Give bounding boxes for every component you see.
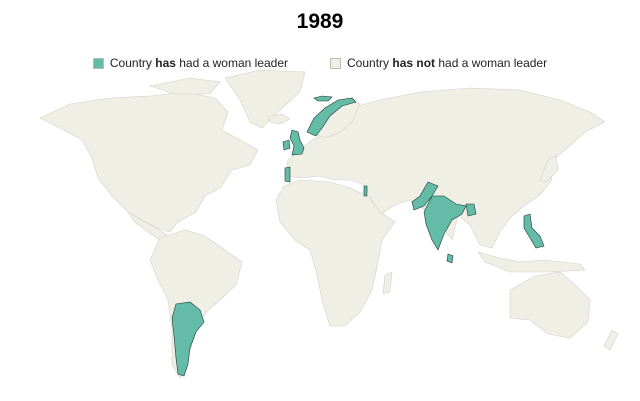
country-united-kingdom bbox=[289, 129, 305, 156]
legend-swatch-has-not bbox=[330, 57, 341, 69]
greenland bbox=[224, 69, 306, 129]
legend-label-has-not: Country has not had a woman leader bbox=[347, 56, 548, 70]
australia bbox=[509, 271, 591, 339]
country-sri-lanka bbox=[446, 253, 454, 264]
country-ireland bbox=[282, 139, 291, 151]
legend-item-has: Country has had a woman leader bbox=[92, 56, 288, 70]
north-america bbox=[39, 91, 259, 233]
legend-label-has: Country has had a woman leader bbox=[109, 56, 288, 70]
indonesia bbox=[477, 251, 586, 273]
country-bangladesh bbox=[465, 203, 477, 217]
legend-swatch-has bbox=[92, 57, 104, 69]
japan bbox=[539, 155, 559, 183]
iceland bbox=[267, 113, 291, 125]
country-india bbox=[423, 195, 467, 251]
country-norway-svalbard bbox=[313, 95, 333, 102]
country-israel bbox=[363, 185, 368, 197]
country-norway bbox=[306, 97, 357, 137]
africa bbox=[275, 179, 396, 327]
country-pakistan bbox=[411, 181, 439, 211]
country-philippines bbox=[523, 213, 545, 249]
country-argentina bbox=[171, 301, 205, 377]
new-zealand bbox=[603, 329, 619, 351]
legend: Country has had a woman leader Country h… bbox=[0, 56, 640, 70]
madagascar bbox=[382, 271, 393, 295]
map-title: 1989 bbox=[296, 10, 344, 33]
arctic-islands bbox=[148, 77, 221, 95]
country-portugal bbox=[284, 166, 291, 183]
legend-item-has-not: Country has not had a woman leader bbox=[330, 56, 547, 70]
south-america bbox=[149, 229, 243, 379]
